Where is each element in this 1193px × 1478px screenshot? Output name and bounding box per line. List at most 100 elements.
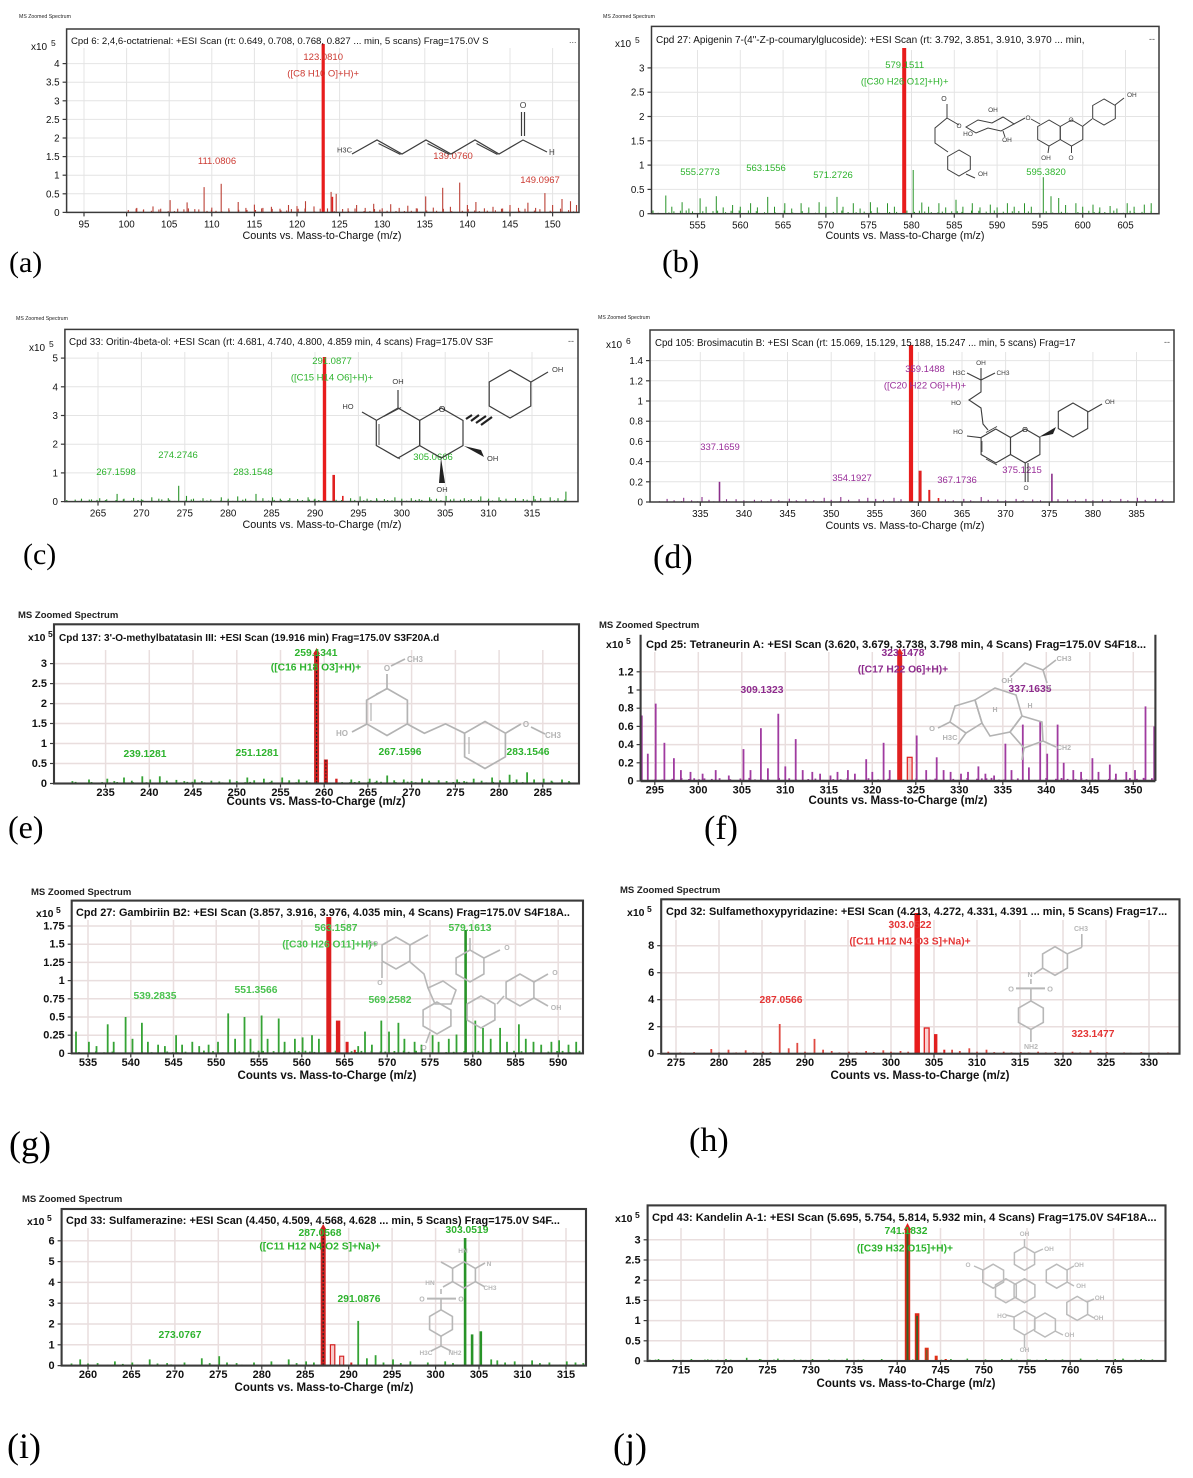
- svg-text:0: 0: [41, 778, 47, 790]
- svg-text:375.1215: 375.1215: [1002, 465, 1042, 476]
- svg-text:563.1556: 563.1556: [746, 163, 786, 174]
- svg-text:145: 145: [502, 219, 519, 230]
- svg-text:([C8 H10 O]+H)+: ([C8 H10 O]+H)+: [287, 69, 359, 80]
- svg-text:565: 565: [335, 1057, 353, 1069]
- svg-text:Counts vs. Mass-to-Charge (m/z: Counts vs. Mass-to-Charge (m/z): [235, 1382, 414, 1394]
- svg-text:123.0810: 123.0810: [303, 52, 343, 63]
- svg-text:135: 135: [417, 219, 434, 230]
- svg-text:360: 360: [910, 509, 927, 520]
- svg-text:2: 2: [648, 1021, 654, 1033]
- svg-text:1.5: 1.5: [46, 152, 60, 163]
- svg-text:305: 305: [470, 1369, 488, 1381]
- svg-text:([C30 H26 O11]+H)+: ([C30 H26 O11]+H)+: [282, 940, 378, 951]
- svg-text:735: 735: [845, 1365, 863, 1377]
- svg-text:H: H: [992, 707, 997, 714]
- svg-text:1: 1: [638, 397, 643, 408]
- svg-text:O: O: [552, 970, 558, 977]
- svg-text:291.0877: 291.0877: [312, 356, 352, 367]
- svg-text:545: 545: [164, 1057, 182, 1069]
- svg-text:H3C: H3C: [952, 370, 965, 377]
- svg-text:575: 575: [421, 1057, 439, 1069]
- svg-text:305: 305: [925, 1057, 943, 1069]
- svg-text:0: 0: [59, 1048, 65, 1060]
- svg-text:745: 745: [931, 1365, 949, 1377]
- svg-text:250: 250: [228, 787, 246, 799]
- svg-text:310: 310: [968, 1057, 986, 1069]
- svg-text:105: 105: [161, 219, 178, 230]
- svg-text:337.1659: 337.1659: [700, 442, 740, 453]
- svg-text:O: O: [377, 980, 383, 987]
- svg-text:3: 3: [52, 411, 58, 422]
- svg-text:595.3820: 595.3820: [1026, 167, 1066, 178]
- svg-text:MS Zoomed Spectrum: MS Zoomed Spectrum: [599, 620, 699, 631]
- svg-text:CH3: CH3: [1056, 654, 1071, 663]
- svg-text:365: 365: [954, 509, 971, 520]
- svg-text:HO: HO: [963, 131, 973, 138]
- svg-text:HO: HO: [342, 402, 353, 411]
- svg-text:267.1596: 267.1596: [379, 747, 422, 758]
- svg-text:5: 5: [647, 904, 652, 914]
- svg-text:115: 115: [247, 219, 263, 230]
- svg-text:HN: HN: [458, 1248, 468, 1255]
- svg-text:95: 95: [79, 219, 90, 230]
- svg-text:O: O: [1068, 117, 1073, 124]
- svg-text:260: 260: [79, 1369, 97, 1381]
- svg-text:1.75: 1.75: [43, 921, 64, 933]
- svg-text:Cpd 32: Sulfamethoxypyridazine: Cpd 32: Sulfamethoxypyridazine: +ESI Sca…: [666, 906, 1167, 918]
- svg-text:750: 750: [975, 1365, 993, 1377]
- svg-text:330: 330: [1140, 1057, 1158, 1069]
- svg-text:585: 585: [946, 221, 963, 232]
- svg-text:0: 0: [648, 1048, 654, 1060]
- svg-text:755: 755: [1018, 1365, 1036, 1377]
- svg-text:OH: OH: [988, 107, 998, 114]
- svg-text:605: 605: [1117, 221, 1134, 232]
- svg-text:340: 340: [736, 509, 753, 520]
- svg-text:OH: OH: [487, 454, 498, 463]
- svg-text:Counts vs. Mass-to-Charge (m/z: Counts vs. Mass-to-Charge (m/z): [243, 519, 402, 531]
- svg-text:535: 535: [79, 1057, 97, 1069]
- svg-text:340: 340: [1037, 785, 1055, 797]
- svg-text:5: 5: [48, 629, 53, 639]
- svg-text:CH3: CH3: [407, 655, 424, 664]
- svg-text:5: 5: [635, 35, 640, 45]
- svg-text:300: 300: [394, 509, 411, 520]
- svg-text:285: 285: [753, 1057, 771, 1069]
- svg-text:274.2746: 274.2746: [158, 450, 198, 461]
- svg-text:309.1323: 309.1323: [741, 685, 784, 696]
- svg-text:590: 590: [989, 221, 1006, 232]
- svg-text:O: O: [1008, 985, 1014, 994]
- svg-text:0.5: 0.5: [631, 185, 645, 196]
- svg-text:Cpd 6: 2,4,6-octatrienal: +ESI: Cpd 6: 2,4,6-octatrienal: +ESI Scan (rt:…: [71, 36, 489, 47]
- svg-text:O: O: [1068, 155, 1073, 162]
- svg-text:4: 4: [54, 59, 60, 70]
- svg-text:OH: OH: [1041, 155, 1051, 162]
- svg-text:715: 715: [672, 1365, 690, 1377]
- svg-text:0.2: 0.2: [629, 477, 643, 488]
- svg-text:1.5: 1.5: [631, 136, 645, 147]
- svg-text:290: 290: [796, 1057, 814, 1069]
- svg-text:300: 300: [882, 1057, 900, 1069]
- svg-text:287.0568: 287.0568: [299, 1228, 342, 1239]
- svg-text:N: N: [487, 1261, 492, 1268]
- svg-text:MS Zoomed Spectrum: MS Zoomed Spectrum: [18, 610, 118, 621]
- svg-text:245: 245: [184, 787, 202, 799]
- svg-text:550: 550: [207, 1057, 225, 1069]
- svg-text:579.1613: 579.1613: [449, 923, 492, 934]
- svg-text:MS Zoomed Spectrum: MS Zoomed Spectrum: [16, 316, 68, 322]
- svg-text:OH: OH: [1074, 1262, 1084, 1269]
- svg-text:O: O: [384, 664, 390, 673]
- svg-text:580: 580: [464, 1057, 482, 1069]
- svg-text:305: 305: [733, 785, 751, 797]
- svg-text:730: 730: [802, 1365, 820, 1377]
- svg-text:OH: OH: [1127, 92, 1137, 99]
- svg-text:0.8: 0.8: [618, 703, 633, 715]
- svg-text:3: 3: [41, 658, 47, 670]
- svg-text:267.1598: 267.1598: [96, 467, 136, 478]
- svg-text:H: H: [1027, 703, 1032, 710]
- svg-text:1.2: 1.2: [629, 376, 643, 387]
- svg-text:0.4: 0.4: [618, 739, 634, 751]
- svg-text:5: 5: [635, 1210, 640, 1220]
- svg-text:1.5: 1.5: [625, 1295, 640, 1307]
- svg-text:0: 0: [54, 208, 60, 219]
- svg-text:([C15 H14 O6]+H)+: ([C15 H14 O6]+H)+: [291, 373, 374, 384]
